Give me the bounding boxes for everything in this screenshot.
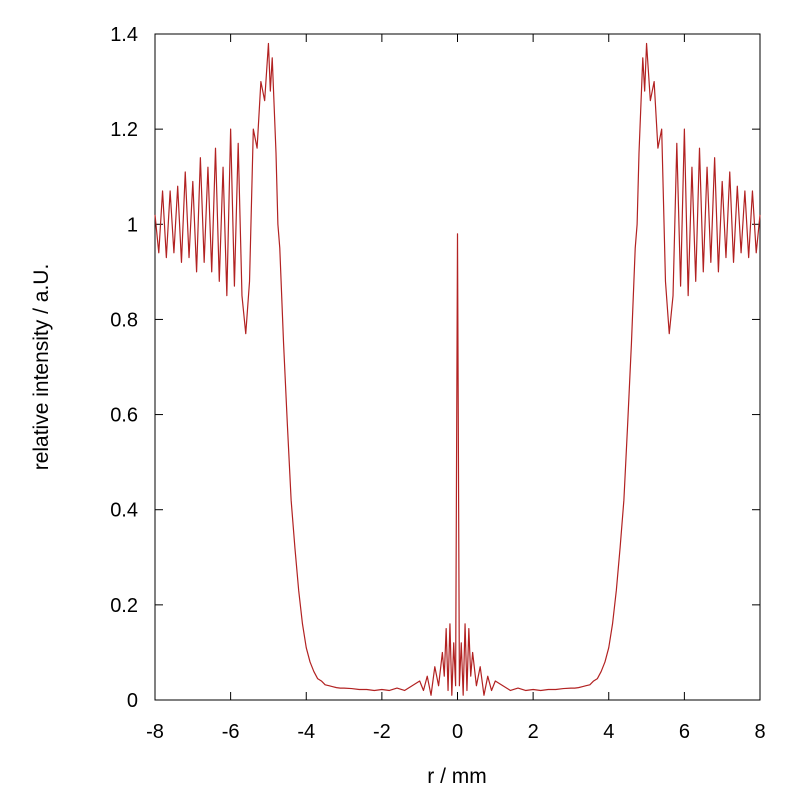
y-tick-label: 0 [127,690,138,712]
x-tick-label: -8 [146,721,164,743]
x-tick-label: 2 [528,721,539,743]
y-tick-label: 0.6 [110,405,138,427]
y-tick-label: 0.4 [110,500,138,522]
x-tick-label: -6 [222,721,240,743]
y-tick-label: 0.2 [110,595,138,617]
x-tick-label: 6 [679,721,690,743]
tick-marks [154,33,761,701]
x-tick-label: -2 [373,721,391,743]
y-tick-label: 1.2 [110,119,138,141]
y-tick-label: 0.8 [110,309,138,331]
series-line-1 [154,42,761,696]
y-tick-label: 1 [127,214,138,236]
x-tick-label: 0 [452,721,463,743]
tick-labels: -8 -6 -4 -2 0 2 4 6 8 0 0.2 0.4 0.6 0.8 1 1.2 1.4 [110,24,765,743]
x-axis-label: r / mm [427,765,486,788]
x-tick-label: 4 [603,721,614,743]
y-tick-label: 1.4 [110,24,138,46]
x-tick-label: 8 [754,721,765,743]
series-group [154,42,761,696]
y-axis-label: relative intensity / a.U. [30,264,53,471]
x-tick-label: -4 [297,721,315,743]
